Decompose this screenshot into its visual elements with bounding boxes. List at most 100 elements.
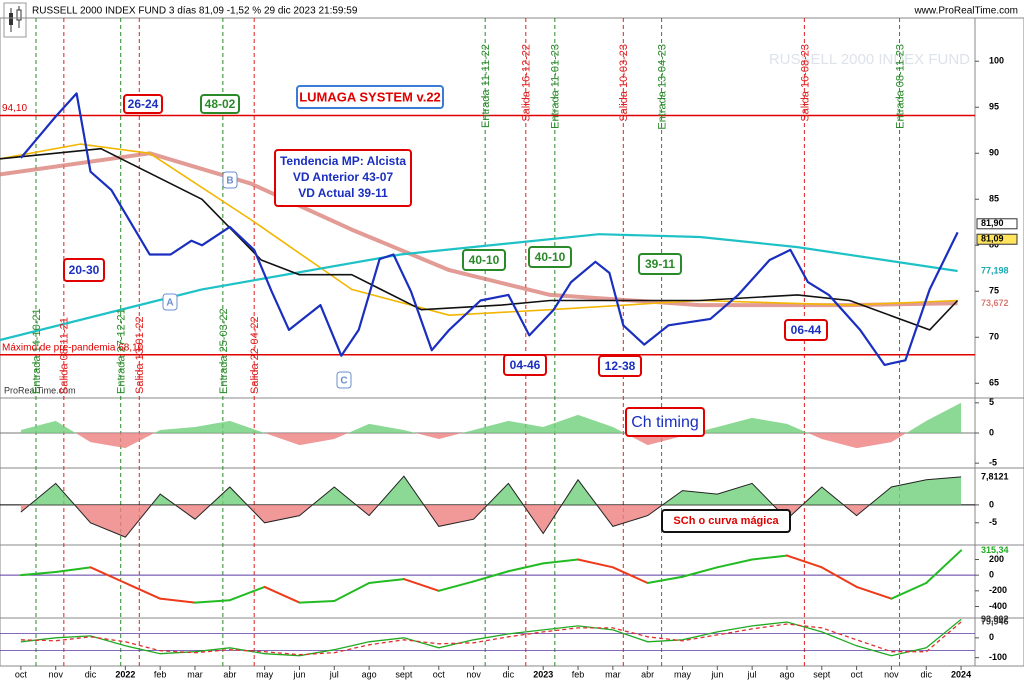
y-tick-label: -100 bbox=[989, 652, 1007, 662]
signal-label: Entrada 13-04-23 bbox=[657, 44, 669, 130]
x-tick-label: jul bbox=[747, 669, 757, 679]
signal-label: Entrada 08-11-23 bbox=[894, 44, 906, 129]
signal-label: Entrada 11-01-23 bbox=[550, 44, 562, 129]
osc-segment bbox=[194, 599, 231, 604]
x-tick-label: jul bbox=[329, 669, 339, 679]
osc-segment bbox=[751, 554, 788, 561]
logo-candle bbox=[16, 9, 22, 21]
osc-segment bbox=[472, 570, 510, 583]
annotation-text: 12-38 bbox=[605, 359, 636, 373]
annotation-text: 39-11 bbox=[645, 257, 675, 271]
y-tick-label: 75 bbox=[989, 286, 999, 296]
osc-segment bbox=[890, 581, 928, 600]
osc-segment bbox=[925, 549, 963, 584]
price-label-box bbox=[977, 298, 1017, 309]
x-tick-label: 2022 bbox=[115, 669, 135, 679]
level-label: Máximo de pre-pandemia 68,10 bbox=[2, 342, 144, 353]
annotation-box bbox=[462, 249, 506, 271]
x-tick-label: oct bbox=[15, 669, 28, 679]
osc-segment bbox=[54, 566, 92, 574]
osc-segment bbox=[611, 566, 649, 584]
value-label: 7,8121 bbox=[981, 471, 1009, 481]
x-tick-label: dic bbox=[503, 669, 515, 679]
y-tick-label: 95 bbox=[989, 102, 999, 112]
osc-segment bbox=[368, 578, 405, 584]
y-tick-label: -200 bbox=[989, 585, 1007, 595]
value-label: 315,34 bbox=[981, 545, 1009, 555]
price-label: 81,90 bbox=[981, 218, 1004, 228]
y-tick-label: 85 bbox=[989, 194, 999, 204]
annotation-box bbox=[200, 94, 240, 114]
area-negative bbox=[20, 433, 962, 449]
osc-segment bbox=[646, 575, 684, 584]
annotation-box bbox=[625, 407, 705, 437]
x-tick-label: mar bbox=[187, 669, 203, 679]
annotation-box bbox=[222, 171, 238, 189]
annotation-text: 48-02 bbox=[205, 97, 236, 111]
y-tick-label: 0 bbox=[989, 499, 994, 509]
annotation-text: 06-44 bbox=[791, 323, 822, 337]
osc-segment bbox=[124, 581, 162, 600]
annotation-text: VD Anterior 43-07 bbox=[293, 170, 394, 184]
x-tick-label: abr bbox=[223, 669, 236, 679]
y-tick-label: 100 bbox=[989, 56, 1004, 66]
y-tick-label: 0 bbox=[989, 570, 994, 580]
x-tick-label: nov bbox=[48, 669, 63, 679]
x-tick-label: sept bbox=[813, 669, 831, 679]
annotation-box bbox=[336, 371, 352, 389]
annotation-text: 26-24 bbox=[128, 97, 159, 111]
signal-label: Entrada 27-12-21 bbox=[116, 308, 128, 394]
y-tick-label: 5 bbox=[989, 397, 994, 407]
signal-label: Salida 22-04-22 bbox=[249, 316, 261, 394]
annotation-text: 04-46 bbox=[510, 358, 541, 372]
x-tick-label: feb bbox=[572, 669, 585, 679]
plot-layer bbox=[0, 18, 975, 666]
annotation-text: VD Actual 39-11 bbox=[298, 186, 388, 200]
osc-segment bbox=[855, 585, 893, 600]
osc-segment bbox=[716, 558, 754, 569]
price-label: 73,672 bbox=[981, 298, 1009, 308]
price-label-box bbox=[976, 233, 1018, 245]
annotation-box bbox=[503, 354, 547, 376]
annotation-box bbox=[162, 293, 178, 311]
x-tick-label: abr bbox=[641, 669, 654, 679]
annotation-text: A bbox=[166, 298, 173, 309]
signal-label: Salida 08-11-21 bbox=[59, 317, 71, 394]
osc-segment bbox=[437, 580, 475, 592]
annotation-box bbox=[274, 149, 412, 207]
y-tick-label: 200 bbox=[989, 554, 1004, 564]
osc-segment bbox=[159, 597, 196, 604]
area-positive bbox=[20, 476, 962, 505]
x-tick-label: jun bbox=[710, 669, 723, 679]
y-tick-label: 70 bbox=[989, 332, 999, 342]
y-tick-label: 90 bbox=[989, 148, 999, 158]
series-line bbox=[20, 621, 962, 656]
x-tick-label: nov bbox=[466, 669, 481, 679]
osc-segment bbox=[577, 558, 614, 569]
y-tick-label: 0 bbox=[989, 427, 994, 437]
annotation-text: LUMAGA SYSTEM v.22 bbox=[299, 89, 441, 104]
annotation-text: SCh o curva mágica bbox=[673, 515, 779, 527]
x-tick-label: oct bbox=[433, 669, 446, 679]
osc-segment bbox=[333, 581, 371, 603]
x-tick-label: may bbox=[674, 669, 692, 679]
credit: ProRealTime.com bbox=[4, 385, 76, 395]
area-negative bbox=[20, 504, 870, 538]
annotation-box bbox=[63, 258, 105, 282]
signal-label: Salida 16-08-23 bbox=[799, 44, 811, 122]
x-tick-label: ago bbox=[779, 669, 794, 679]
x-tick-label: mar bbox=[605, 669, 621, 679]
area-positive bbox=[20, 402, 962, 433]
x-tick-label: feb bbox=[154, 669, 167, 679]
series-line bbox=[0, 151, 958, 308]
x-tick-label: jun bbox=[292, 669, 305, 679]
signal-label: Entrada 14-10-21 bbox=[31, 308, 43, 394]
x-tick-label: 2024 bbox=[951, 669, 971, 679]
signal-label: Entrada 25-03-22 bbox=[218, 308, 230, 394]
signal-label: Entrada 11-11-22 bbox=[480, 44, 492, 128]
annotation-text: 20-30 bbox=[69, 263, 100, 277]
osc-segment bbox=[298, 600, 336, 604]
y-tick-label: -400 bbox=[989, 601, 1007, 611]
annotation-text: C bbox=[340, 376, 347, 387]
